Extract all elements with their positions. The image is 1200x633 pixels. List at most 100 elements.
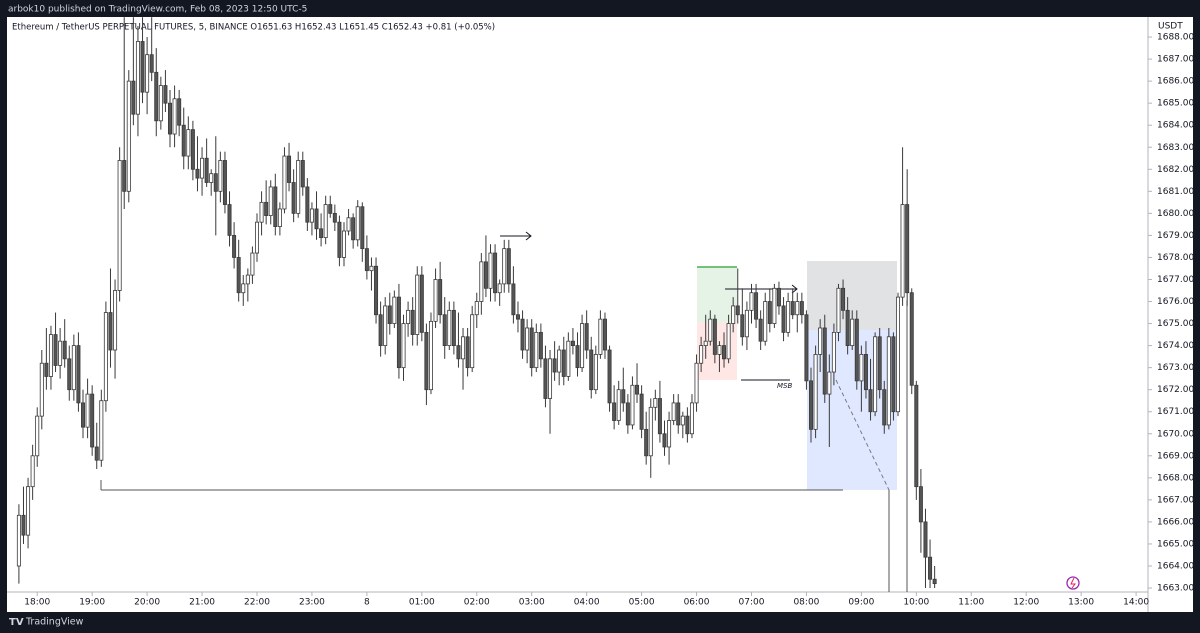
candle-body bbox=[598, 318, 603, 355]
candle-body bbox=[831, 331, 836, 373]
candle-body bbox=[204, 157, 209, 183]
candle-body bbox=[200, 157, 205, 179]
x-tick-label: 18:00 bbox=[24, 598, 50, 608]
x-tick-label: 14:00 bbox=[1123, 598, 1149, 608]
candle-body bbox=[767, 301, 772, 324]
candle-body bbox=[593, 354, 598, 391]
candle-body bbox=[511, 283, 516, 316]
candle-body bbox=[337, 221, 342, 258]
candle-body bbox=[374, 265, 379, 316]
candle-body bbox=[708, 318, 713, 342]
candle-body bbox=[465, 336, 470, 369]
candle-body bbox=[685, 415, 690, 435]
candle-body bbox=[731, 305, 736, 324]
y-tick-label: 1686.00 bbox=[1157, 77, 1194, 87]
candle-body bbox=[424, 331, 429, 391]
candle-body bbox=[580, 323, 585, 369]
candle-body bbox=[355, 206, 360, 241]
candle-body bbox=[923, 521, 928, 558]
y-tick-label: 1672.00 bbox=[1157, 385, 1194, 395]
x-tick-label: 10:00 bbox=[903, 598, 929, 608]
candle-body bbox=[254, 221, 259, 254]
candle-body bbox=[918, 486, 923, 523]
candle-body bbox=[282, 155, 287, 210]
candle-body bbox=[744, 309, 749, 338]
candle-body bbox=[630, 384, 635, 426]
candle-body bbox=[561, 349, 566, 377]
candle-body bbox=[383, 305, 388, 347]
x-tick-label: 07:00 bbox=[739, 598, 765, 608]
arrow bbox=[500, 231, 532, 241]
candle-body bbox=[346, 217, 351, 232]
candle-body bbox=[493, 252, 498, 294]
candle-body bbox=[415, 274, 420, 335]
y-tick-label: 1663.00 bbox=[1157, 584, 1194, 594]
candle-body bbox=[58, 340, 63, 366]
candle-body bbox=[213, 173, 218, 192]
candle-body bbox=[309, 208, 314, 223]
x-tick-label: 13:00 bbox=[1068, 598, 1094, 608]
projection-line bbox=[835, 379, 890, 491]
candle-body bbox=[71, 345, 76, 391]
footer-bar bbox=[0, 612, 1200, 633]
candle-body bbox=[250, 252, 255, 276]
candle-body bbox=[296, 160, 301, 214]
logo: TV bbox=[9, 617, 24, 628]
candle-body bbox=[635, 384, 640, 395]
candle-body bbox=[905, 204, 910, 294]
x-tick-label: 04:00 bbox=[574, 598, 600, 608]
candle-body bbox=[62, 340, 67, 360]
candle-body bbox=[232, 235, 237, 258]
candle-body bbox=[364, 248, 369, 272]
candle-body bbox=[190, 129, 195, 170]
chart-title: Ethereum / TetherUS PERPETUAL FUTURES, 5… bbox=[12, 23, 495, 33]
publisher: arbok10 published on TradingView.com, Fe… bbox=[8, 5, 307, 15]
candle-body bbox=[167, 102, 172, 135]
candle-body bbox=[502, 248, 507, 285]
candle-body bbox=[341, 230, 346, 258]
candle-body bbox=[584, 323, 589, 351]
candle-body bbox=[287, 155, 292, 183]
candle-body bbox=[795, 301, 800, 316]
candle-body bbox=[822, 327, 827, 395]
candle-body bbox=[763, 301, 768, 342]
y-axis-label: USDT bbox=[1158, 22, 1183, 32]
candle-body bbox=[548, 358, 553, 399]
candle-body bbox=[410, 309, 415, 335]
candle-body bbox=[328, 204, 333, 214]
candle-body bbox=[607, 349, 612, 404]
candle-body bbox=[625, 402, 630, 426]
candle-body bbox=[758, 318, 763, 342]
candle-body bbox=[319, 228, 324, 239]
candle-body bbox=[39, 362, 44, 417]
candle-body bbox=[241, 283, 246, 294]
candle-body bbox=[131, 80, 136, 115]
candle-body bbox=[145, 54, 150, 93]
candle-body bbox=[428, 320, 433, 391]
candle-body bbox=[186, 129, 191, 157]
candle-body bbox=[699, 345, 704, 364]
y-tick-label: 1671.00 bbox=[1157, 407, 1194, 417]
candle-body bbox=[300, 160, 305, 188]
candle-body bbox=[909, 292, 914, 386]
candle-body bbox=[177, 98, 182, 126]
candle-body bbox=[245, 274, 250, 285]
candle-body bbox=[648, 406, 653, 457]
candles bbox=[16, 17, 937, 589]
candle-body bbox=[534, 331, 539, 369]
candle-body bbox=[305, 186, 310, 223]
candle-body bbox=[776, 287, 781, 307]
candle-body bbox=[703, 340, 708, 347]
candle-body bbox=[81, 402, 86, 428]
x-tick-label: 06:00 bbox=[684, 598, 710, 608]
candle-body bbox=[781, 305, 786, 333]
candle-body bbox=[570, 340, 575, 347]
candle-body bbox=[378, 314, 383, 347]
candle-body bbox=[621, 389, 626, 404]
candle-body bbox=[602, 318, 607, 351]
candle-body bbox=[332, 212, 337, 223]
candle-body bbox=[369, 265, 374, 272]
candle-body bbox=[172, 98, 177, 135]
candle-body bbox=[717, 345, 722, 355]
candle-body bbox=[657, 398, 662, 435]
